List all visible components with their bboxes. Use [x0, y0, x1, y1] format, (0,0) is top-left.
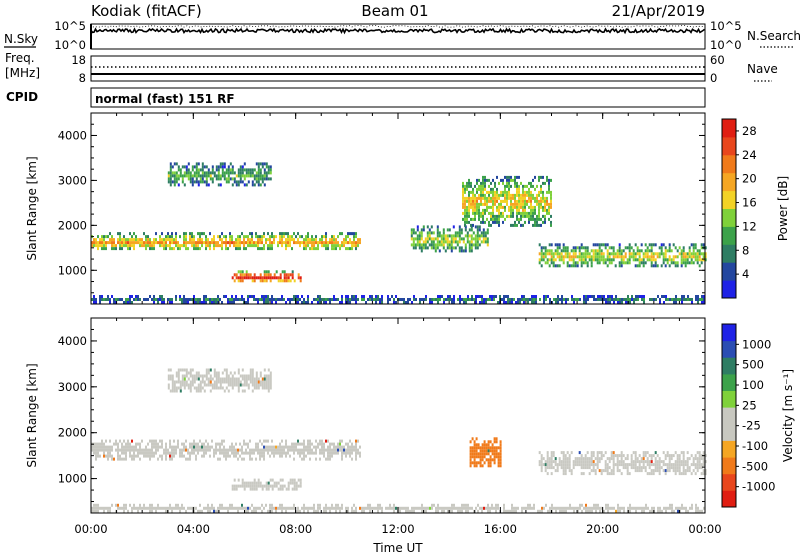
colorbar-swatch: [722, 473, 736, 491]
x-axis-label: Time UT: [372, 541, 423, 554]
colorbar-swatch: [722, 280, 736, 299]
colorbar-swatch: [722, 262, 736, 281]
y-tick-label: 2000: [58, 426, 87, 440]
colorbar-tick-label: 4: [742, 267, 749, 281]
y-axis-label: Slant Range [km]: [25, 363, 39, 467]
cpid-strip: [90, 87, 706, 108]
x-tick-label: 08:00: [279, 522, 312, 536]
cpid-label: CPID: [6, 90, 38, 104]
nave-label: Nave: [747, 62, 778, 76]
colorbar-label: Power [dB]: [776, 176, 790, 241]
nsky-tick-bottom: 10^0: [54, 38, 86, 52]
colorbar-swatch: [722, 490, 736, 508]
freq-label: Freq.: [5, 51, 35, 65]
colorbar-swatch: [722, 357, 736, 375]
colorbar-swatch: [722, 440, 736, 458]
x-tick-label: 20:00: [586, 522, 619, 536]
y-tick-label: 4000: [58, 334, 87, 348]
station-title: Kodiak (fitACF): [91, 2, 202, 20]
colorbar-swatch: [722, 208, 736, 227]
colorbar-swatch: [722, 324, 736, 342]
date-title: 21/Apr/2019: [612, 2, 705, 20]
colorbar-swatch: [722, 340, 736, 358]
region-near-range: [91, 295, 705, 304]
colorbar-tick-label: 24: [742, 148, 757, 162]
x-tick-label: 04:00: [177, 522, 210, 536]
region-ionospheric-3000: [167, 368, 272, 393]
colorbar-swatch: [722, 407, 736, 425]
colorbar-tick-label: -25: [742, 419, 761, 433]
y-tick-label: 2000: [58, 218, 87, 232]
colorbar-swatch: [722, 390, 736, 408]
colorbar-tick-label: 8: [742, 243, 749, 257]
colorbar-swatch: [722, 136, 736, 156]
x-tick-label: 00:00: [688, 522, 721, 536]
y-tick-label: 3000: [58, 380, 87, 394]
colorbar-tick-label: 20: [742, 172, 757, 186]
colorbar-tick-label: 100: [742, 378, 764, 392]
power-colorbar: 4 8 12 16 20 24 28 Power [dB]: [721, 118, 790, 299]
scatter-cells: [91, 162, 707, 304]
colorbar-swatch: [722, 154, 736, 174]
nave-tick-top: 60: [710, 53, 725, 67]
region-late-band: [538, 451, 707, 476]
colorbar-label: Velocity [m s⁻¹]: [781, 369, 795, 462]
nsky-trace: [90, 25, 705, 35]
colorbar-tick-label: 1000: [742, 337, 771, 351]
time-axis: 00:00 04:00 08:00 12:00 16:00 20:00 00:00: [74, 522, 721, 536]
colorbar-swatch: [722, 190, 736, 209]
colorbar-swatch: [722, 172, 736, 192]
colorbar-swatch: [722, 457, 736, 475]
colorbar-swatch: [722, 119, 736, 138]
colorbar-tick-label: -1000: [742, 480, 775, 494]
colorbar-swatch: [722, 373, 736, 391]
colorbar-tick-label: 500: [742, 358, 764, 372]
y-tick-label: 1000: [58, 472, 87, 486]
region-patch-900: [231, 478, 302, 491]
power-panel: 1000 2000 3000 4000 Slant Range [km]: [25, 112, 707, 305]
nsearch-label: N.Search: [747, 29, 800, 43]
region-strong-patch: [231, 270, 302, 283]
nsky-strip: [90, 23, 706, 50]
freq-tick-top: 18: [71, 53, 86, 67]
scatter-cells: [91, 368, 707, 513]
velocity-panel: 1000 2000 3000 4000 Slant Range [km]: [25, 317, 707, 514]
colorbar-tick-label: -100: [742, 439, 768, 453]
colorbar-tick-label: 16: [742, 196, 757, 210]
nsearch-tick-bottom: 10^0: [710, 38, 742, 52]
x-tick-label: 00:00: [74, 522, 107, 536]
y-axis-label: Slant Range [km]: [25, 156, 39, 260]
x-tick-label: 16:00: [484, 522, 517, 536]
colorbar-tick-label: 12: [742, 219, 757, 233]
nsearch-tick-top: 10^5: [710, 19, 742, 33]
freq-unit-label: [MHz]: [5, 66, 40, 80]
colorbar-swatch: [722, 423, 736, 441]
colorbar-tick-label: 28: [742, 124, 757, 138]
velocity-colorbar: 1000 500 100 25 -25 -100 -500 -1000 Velocity [m …: [721, 323, 795, 508]
nsky-tick-top: 10^5: [54, 19, 86, 33]
cpid-text: normal (fast) 151 RF: [95, 92, 235, 106]
region-late-band: [538, 243, 707, 268]
colorbar-tick-label: 25: [742, 398, 757, 412]
y-tick-label: 3000: [58, 173, 87, 187]
region-arc-15: [462, 175, 552, 227]
region-arc-15: [469, 437, 502, 468]
region-ionospheric-3000: [167, 162, 272, 187]
region-main-band: [91, 232, 361, 251]
colorbar-swatch: [722, 226, 736, 245]
nsky-label: N.Sky: [4, 32, 38, 46]
y-tick-label: 4000: [58, 128, 87, 142]
freq-tick-bottom: 8: [79, 71, 86, 85]
beam-title: Beam 01: [361, 2, 428, 20]
region-main-band: [91, 439, 361, 461]
colorbar-swatch: [722, 244, 736, 263]
y-tick-label: 1000: [58, 263, 87, 277]
region-mid-band: [410, 225, 489, 253]
freq-strip: [90, 55, 706, 82]
region-near-range: [91, 503, 705, 513]
colorbar-tick-label: -500: [742, 459, 768, 473]
nave-tick-bottom: 0: [710, 71, 717, 85]
x-tick-label: 12:00: [381, 522, 414, 536]
